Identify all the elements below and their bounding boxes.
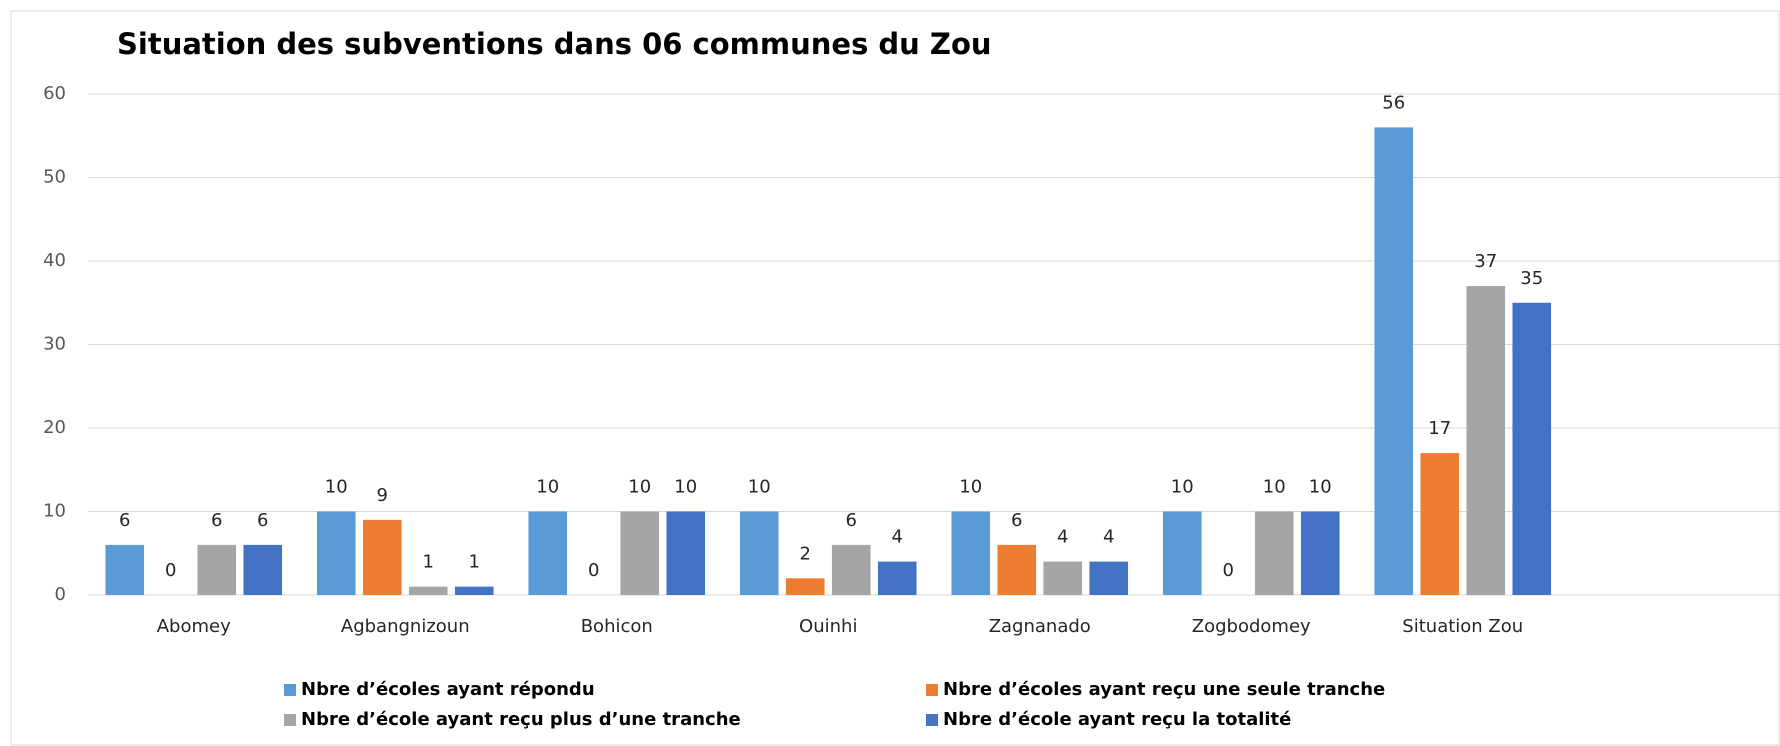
- x-tick-label: Agbangnizoun: [341, 616, 470, 637]
- data-label: 1: [423, 552, 434, 573]
- bar: [1466, 286, 1506, 595]
- bar: [454, 586, 494, 595]
- y-tick-label: 20: [43, 417, 66, 438]
- bar: [739, 511, 779, 595]
- x-tick-label: Zogbodomey: [1192, 616, 1311, 637]
- bar: [197, 544, 237, 595]
- data-label: 4: [1103, 527, 1114, 548]
- legend-swatch: [284, 684, 296, 696]
- data-label: 17: [1428, 418, 1451, 439]
- data-label: 0: [1223, 560, 1234, 581]
- y-tick-label: 50: [43, 167, 66, 188]
- legend-label: Nbre d’école ayant reçu la totalité: [943, 709, 1291, 730]
- bar: [1089, 561, 1129, 595]
- bar: [1043, 561, 1083, 595]
- y-tick-label: 60: [43, 83, 66, 104]
- data-label: 1: [469, 552, 480, 573]
- x-tick-label: Situation Zou: [1402, 616, 1523, 637]
- bar: [1374, 127, 1414, 596]
- chart-title: Situation des subventions dans 06 commun…: [117, 27, 992, 61]
- bar: [1420, 453, 1460, 595]
- data-label: 6: [846, 510, 857, 531]
- data-label: 10: [959, 477, 982, 498]
- bar: [528, 511, 568, 595]
- x-tick-label: Bohicon: [581, 616, 653, 637]
- legend-label: Nbre d’école ayant reçu plus d’une tranc…: [301, 709, 741, 730]
- data-label: 9: [377, 485, 388, 506]
- data-label: 4: [1057, 527, 1068, 548]
- data-label: 10: [748, 477, 771, 498]
- data-label: 6: [119, 510, 130, 531]
- data-label: 2: [800, 543, 811, 564]
- data-label: 0: [165, 560, 176, 581]
- bar: [362, 519, 402, 595]
- data-label: 6: [257, 510, 268, 531]
- y-tick-label: 10: [43, 501, 66, 522]
- bar: [620, 511, 660, 595]
- bar: [666, 511, 706, 595]
- data-label: 10: [674, 477, 697, 498]
- bar: [785, 578, 825, 595]
- bar: [243, 544, 283, 595]
- data-label: 10: [1171, 477, 1194, 498]
- bar: [877, 561, 917, 595]
- data-label: 0: [588, 560, 599, 581]
- data-label: 37: [1474, 251, 1497, 272]
- data-label: 56: [1382, 92, 1405, 113]
- y-tick-label: 0: [55, 584, 66, 605]
- x-tick-label: Abomey: [157, 616, 231, 637]
- data-label: 10: [1263, 477, 1286, 498]
- data-label: 10: [1309, 477, 1332, 498]
- bar: [1512, 302, 1552, 595]
- bar: [831, 544, 871, 595]
- data-label: 35: [1520, 268, 1543, 289]
- x-tick-label: Zagnanado: [989, 616, 1091, 637]
- data-label: 6: [211, 510, 222, 531]
- bar: [1162, 511, 1202, 595]
- data-label: 10: [536, 477, 559, 498]
- data-label: 4: [892, 527, 903, 548]
- legend-swatch: [926, 714, 938, 726]
- bar: [105, 544, 145, 595]
- bar: [997, 544, 1037, 595]
- bar: [1254, 511, 1294, 595]
- data-label: 10: [628, 477, 651, 498]
- data-label: 6: [1011, 510, 1022, 531]
- y-tick-label: 30: [43, 334, 66, 355]
- legend-label: Nbre d’écoles ayant reçu une seule tranc…: [943, 679, 1385, 700]
- legend-swatch: [926, 684, 938, 696]
- legend-swatch: [284, 714, 296, 726]
- legend-label: Nbre d’écoles ayant répondu: [301, 679, 595, 700]
- x-tick-label: Ouinhi: [799, 616, 857, 637]
- data-label: 10: [325, 477, 348, 498]
- bar: [1300, 511, 1340, 595]
- bar: [408, 586, 448, 595]
- bar: [951, 511, 991, 595]
- y-tick-label: 40: [43, 250, 66, 271]
- bar: [316, 511, 356, 595]
